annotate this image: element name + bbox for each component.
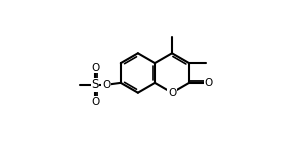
Text: O: O <box>91 97 99 107</box>
Text: O: O <box>91 63 99 73</box>
Text: O: O <box>168 88 176 98</box>
Text: O: O <box>102 80 110 90</box>
Text: O: O <box>205 78 213 88</box>
Text: S: S <box>91 78 99 91</box>
